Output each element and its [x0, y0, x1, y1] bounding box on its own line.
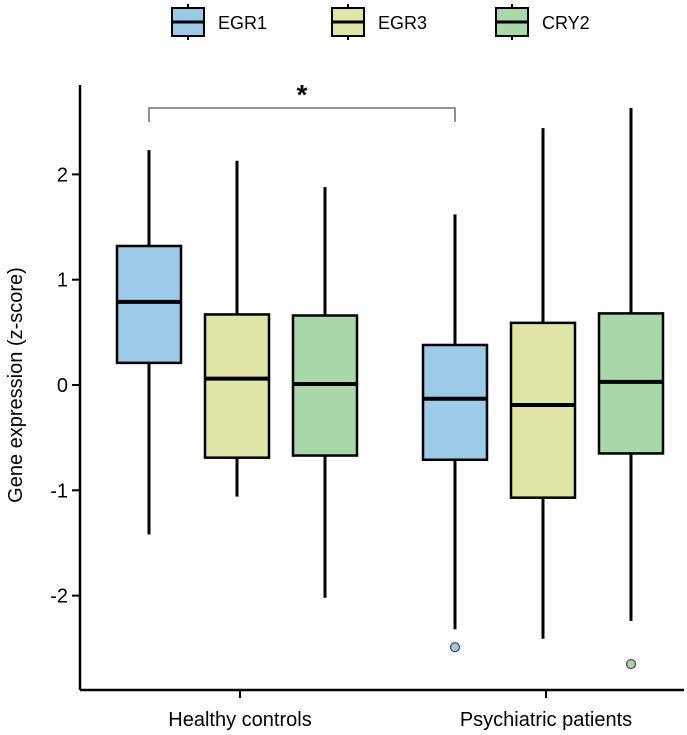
box-cry2-patients	[597, 108, 665, 670]
outlier-point	[449, 642, 461, 653]
x-tick-label: Psychiatric patients	[460, 709, 632, 731]
box-cry2-healthy	[291, 187, 359, 598]
axes: -2 -1 0 1 2 Healthy controls Psychiatric patie…	[50, 85, 684, 731]
box-egr3-healthy	[203, 160, 271, 497]
legend-label: CRY2	[542, 13, 590, 33]
box-egr3-patients	[509, 128, 577, 639]
legend-item-egr1: EGR1	[171, 4, 267, 40]
legend-label: EGR1	[218, 13, 267, 33]
significance-annotation: *	[148, 79, 456, 122]
box-body	[115, 244, 183, 365]
legend: EGR1 EGR3 CRY2	[171, 4, 590, 40]
plot-area	[115, 108, 665, 670]
y-axis-title: Gene expression (z-score)	[5, 267, 27, 503]
box-egr1-patients	[421, 214, 489, 653]
y-tick-label: 2	[57, 164, 68, 186]
significance-bracket	[148, 107, 456, 122]
legend-item-cry2: CRY2	[495, 4, 590, 40]
box-body	[203, 313, 271, 459]
y-tick-label: 0	[57, 375, 68, 397]
significance-star: *	[297, 79, 308, 110]
y-tick-label: -2	[50, 586, 68, 608]
box-body	[421, 343, 489, 462]
box-egr1-healthy	[115, 150, 183, 535]
outlier-point	[625, 658, 637, 670]
box-body	[509, 321, 577, 499]
legend-item-egr3: EGR3	[331, 4, 427, 40]
y-tick-label: -1	[50, 480, 68, 502]
legend-label: EGR3	[378, 13, 427, 33]
y-tick-label: 1	[57, 270, 68, 292]
x-tick-label: Healthy controls	[168, 709, 311, 731]
